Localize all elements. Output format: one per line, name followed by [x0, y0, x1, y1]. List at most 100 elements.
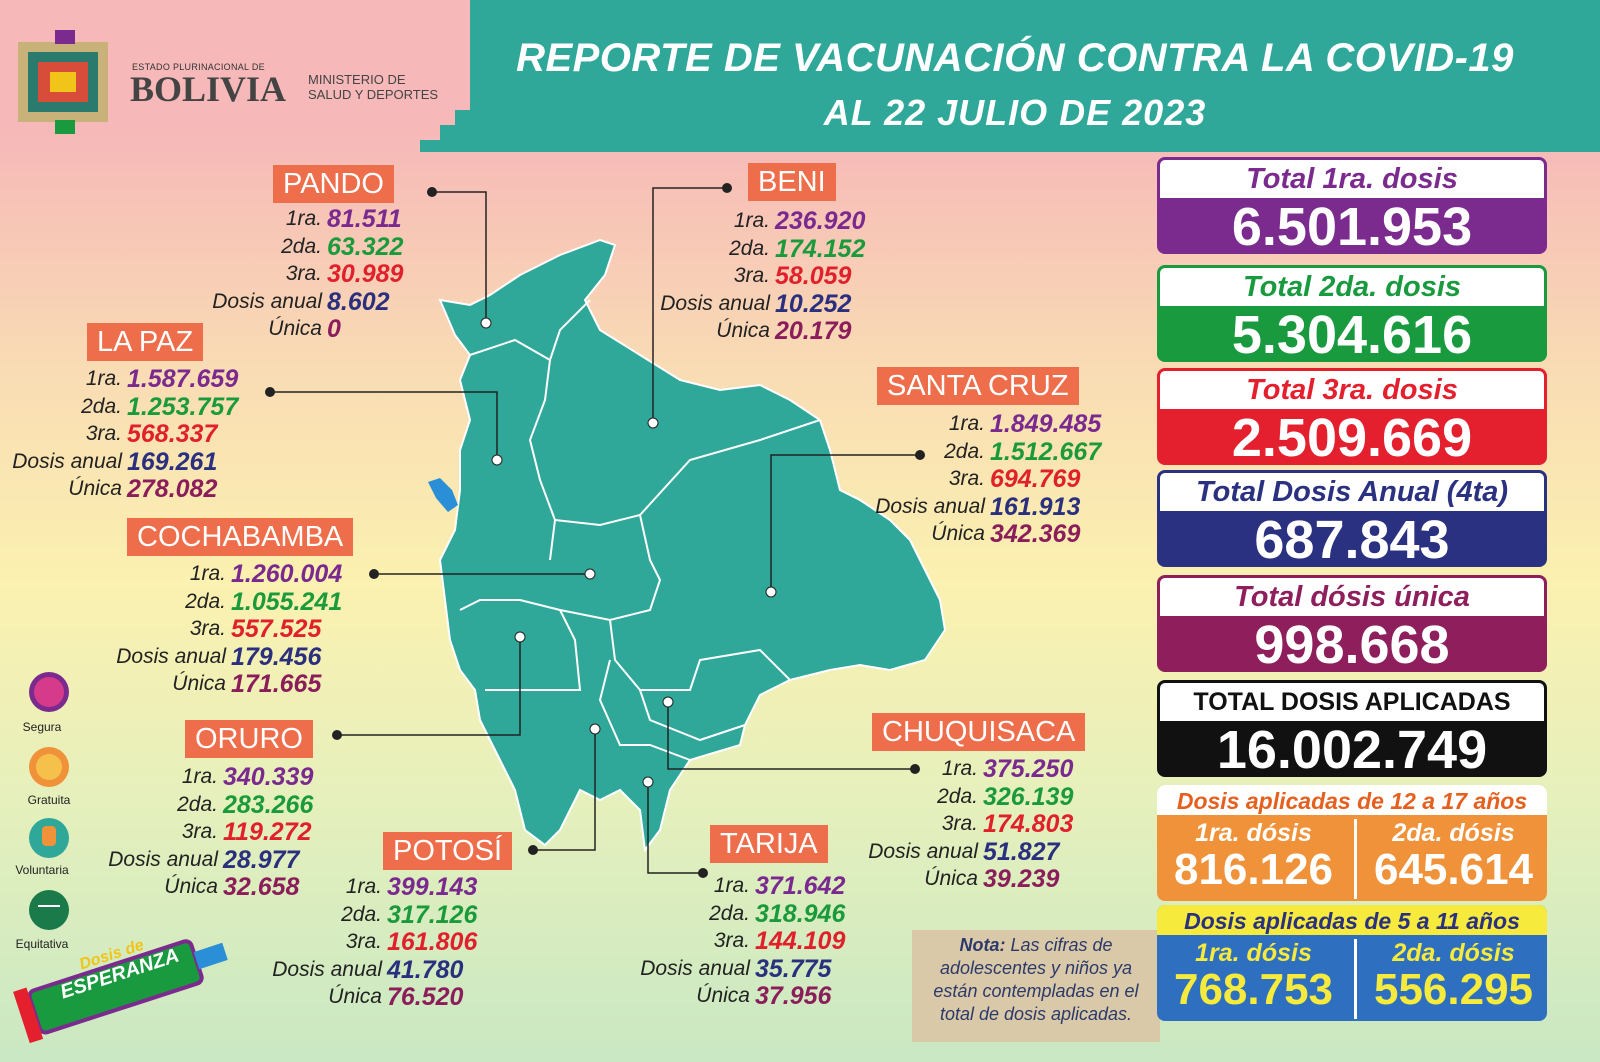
dose-value: 174.803: [983, 810, 1074, 838]
department-name: BENI: [748, 163, 836, 201]
map: [13, 183, 947, 1044]
department-name: CHUQUISACA: [872, 713, 1086, 751]
dose-value: 1.512.667: [990, 437, 1102, 466]
note: Nota: Las cifras de adolescentes y niños…: [912, 930, 1160, 1042]
dose-label: 3ra.: [733, 264, 770, 287]
dose-label: 3ra.: [85, 422, 122, 445]
dose-value: 35.775: [755, 954, 832, 983]
dose-label: 3ra.: [948, 467, 985, 490]
dose-label: 3ra.: [285, 262, 322, 285]
dose-value: 119.272: [223, 818, 312, 846]
total-title: Total 1ra. dosis: [1157, 157, 1547, 198]
dose-value: 1.253.757: [127, 392, 239, 421]
dose-label: 2da.: [937, 784, 978, 808]
dose-value: 557.525: [231, 615, 322, 643]
dose-label: 3ra.: [189, 617, 226, 640]
total-title: Total 2da. dosis: [1157, 265, 1547, 306]
dose-value: 375.250: [983, 755, 1074, 783]
age-group-title: Dosis aplicadas de 12 a 17 años: [1157, 785, 1547, 815]
dose-label: 1ra.: [733, 209, 770, 232]
icon-label: Voluntaria: [15, 863, 69, 877]
dose-label: 1ra.: [189, 562, 226, 585]
icon-label: Equitativa: [15, 937, 69, 951]
total-box: Total 1ra. dosis 6.501.953: [1157, 157, 1547, 256]
dose-value: 58.059: [775, 262, 852, 290]
dose-value: 39.239: [983, 865, 1060, 893]
age-dose-value: 816.126: [1173, 845, 1334, 894]
icons: [29, 672, 69, 930]
dose-label: 3ra.: [181, 820, 218, 843]
department-name: ORURO: [185, 720, 313, 758]
dose-value: 37.956: [755, 982, 832, 1010]
total-value: 6.501.953: [1157, 198, 1547, 256]
dose-value: 20.179: [775, 317, 852, 345]
dose-label: 1ra.: [285, 207, 322, 230]
dose-value: 1.849.485: [990, 410, 1102, 438]
dose-value: 63.322: [327, 232, 404, 261]
age-group-title: Dosis aplicadas de 5 a 11 años: [1157, 905, 1547, 935]
dose-value: 8.602: [327, 287, 390, 316]
dose-value: 144.109: [755, 927, 846, 955]
department-name: LA PAZ: [87, 323, 204, 361]
department-name: POTOSÍ: [383, 832, 513, 870]
total-box: Total Dosis Anual (4ta) 687.843: [1157, 470, 1547, 569]
dose-label: Dosis anual: [875, 494, 985, 518]
leader-dots: [265, 183, 925, 878]
dose-value: 51.827: [983, 837, 1060, 866]
total-box: Total 3ra. dosis 2.509.669: [1157, 368, 1547, 467]
dose-label: Dosis anual: [640, 956, 750, 980]
department-name: PANDO: [273, 165, 394, 203]
note-label: Nota:: [959, 935, 1006, 955]
total-value: 16.002.749: [1157, 721, 1547, 779]
age-group: Dosis aplicadas de 12 a 17 años 1ra. dósi…: [1157, 785, 1547, 901]
dose-value: 1.055.241: [231, 587, 343, 616]
total-value: 5.304.616: [1157, 306, 1547, 364]
logo-caption: ESTADO PLURINACIONAL DE: [132, 62, 265, 72]
dose-label: 1ra.: [181, 765, 218, 788]
dose-value: 1.587.659: [127, 365, 239, 393]
age-dose-label: 2da. dósis: [1392, 939, 1515, 967]
total-box: Total 2da. dosis 5.304.616: [1157, 265, 1547, 364]
dose-value: 32.658: [223, 873, 300, 901]
ministry: MINISTERIO DE SALUD Y DEPORTES: [308, 72, 438, 102]
dose-value: 236.920: [775, 207, 866, 235]
dose-value: 371.642: [755, 872, 846, 900]
dose-label: Única: [68, 477, 122, 500]
lake-titicaca: [428, 478, 458, 512]
dose-label: Única: [931, 522, 985, 545]
age-dose-value: 556.295: [1373, 965, 1534, 1014]
logo-title: BOLIVIA: [130, 69, 287, 109]
dose-label: 2da.: [281, 234, 322, 258]
age-dose-label: 1ra. dósis: [1195, 819, 1312, 847]
dose-value: 278.082: [127, 475, 218, 503]
total-value: 2.509.669: [1157, 409, 1547, 467]
dose-value: 76.520: [387, 983, 464, 1011]
dose-label: 1ra.: [941, 757, 978, 780]
dose-value: 317.126: [387, 900, 478, 929]
dose-value: 161.913: [990, 492, 1081, 521]
bolivia-emblem: [18, 30, 108, 134]
campaign-logo: [13, 939, 228, 1044]
dose-label: 1ra.: [713, 874, 750, 897]
report-date: AL 22 JULIO DE 2023: [823, 92, 1207, 133]
dose-value: 161.806: [387, 928, 478, 956]
dose-label: 3ra.: [941, 812, 978, 835]
age-dose-value: 645.614: [1373, 845, 1534, 894]
dose-label: 2da.: [81, 394, 122, 418]
bolivia-map: [438, 238, 947, 853]
icon-label: Gratuita: [27, 793, 71, 807]
dose-value: 10.252: [775, 289, 852, 318]
dose-label: Única: [716, 319, 770, 342]
dose-label: Única: [696, 984, 750, 1007]
ministry-line: MINISTERIO DE: [308, 72, 406, 87]
department-name: COCHABAMBA: [127, 518, 354, 556]
dose-value: 174.152: [775, 234, 866, 263]
age-dose: 2da. dósis 645.614: [1354, 819, 1550, 899]
dose-label: 2da.: [185, 589, 226, 613]
age-dose-label: 1ra. dósis: [1195, 939, 1312, 967]
department-borders: [459, 299, 821, 761]
leader-lines: [270, 187, 920, 874]
note-text: Las cifras de adolescentes y niños ya es…: [933, 935, 1139, 1024]
total-value: 687.843: [1157, 511, 1547, 569]
